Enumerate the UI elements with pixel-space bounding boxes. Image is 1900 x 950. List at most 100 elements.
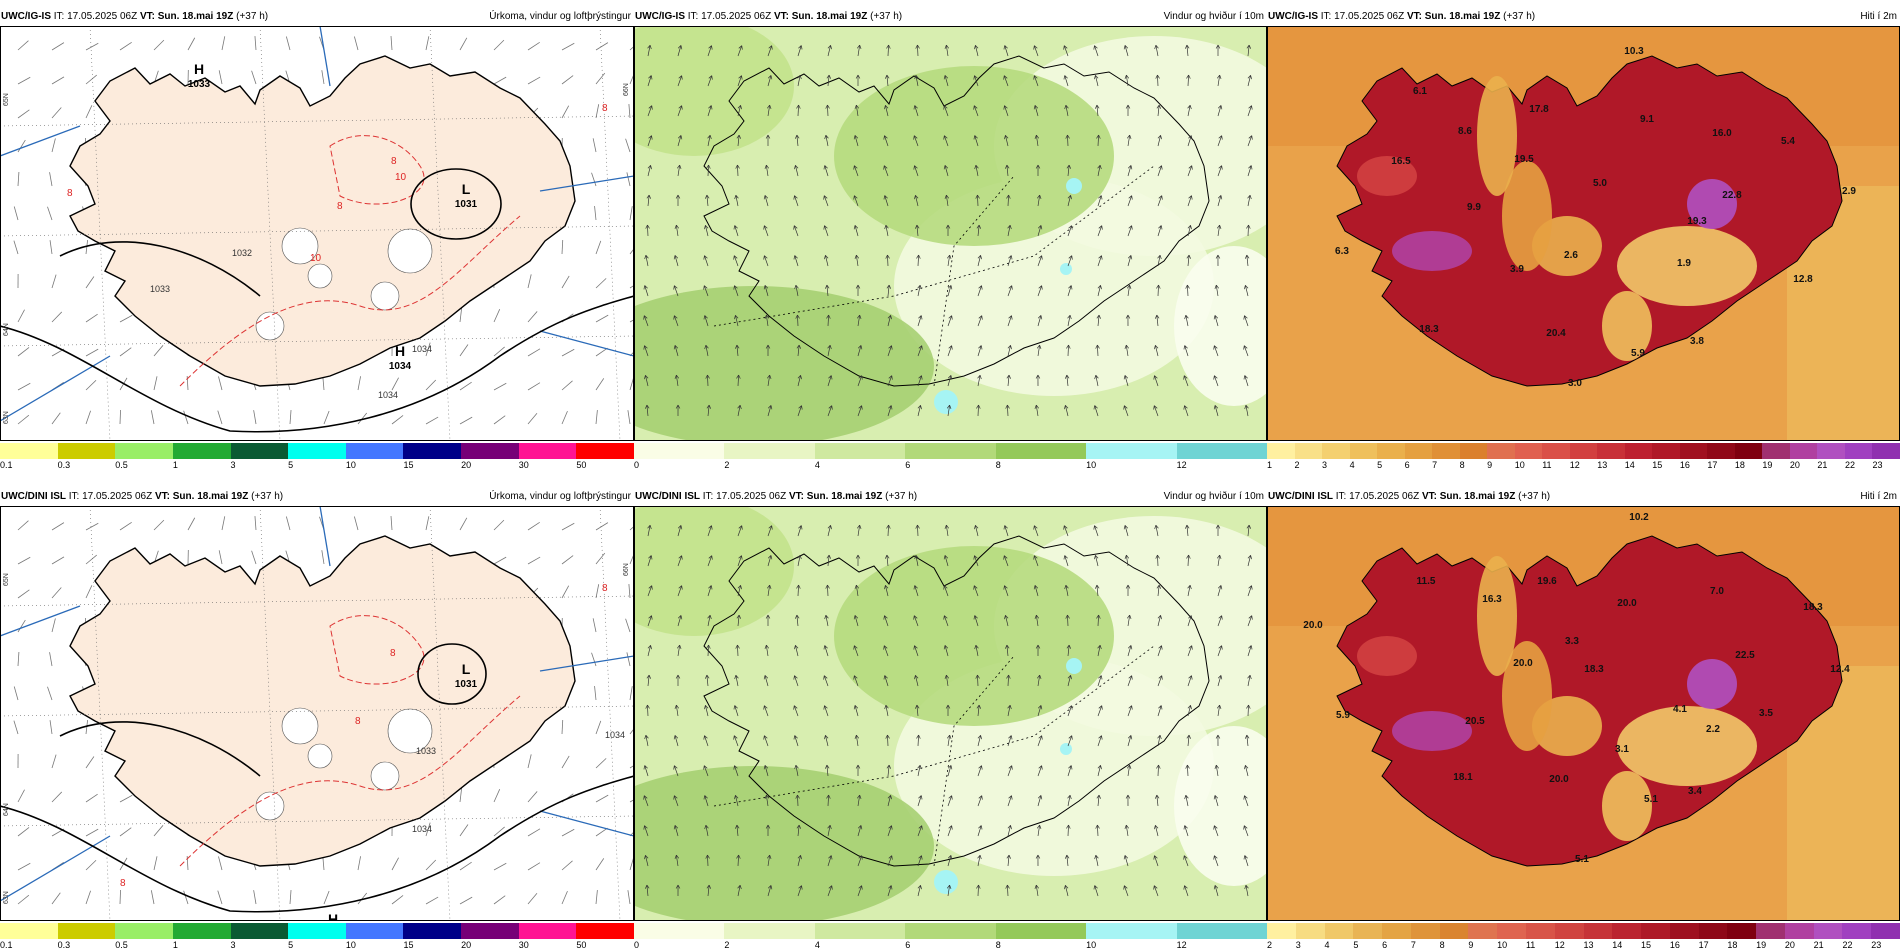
wind-arrow <box>707 885 710 897</box>
wind-arrow-head <box>741 525 743 530</box>
wind-arrow-head <box>1243 795 1245 800</box>
wind-arrow-head <box>1221 615 1223 620</box>
temperature-label: 10.3 <box>1624 46 1644 57</box>
wind-arrow <box>1184 345 1189 357</box>
wind-arrow <box>1217 675 1222 687</box>
wind-arrow <box>797 75 801 87</box>
wind-arrow-head <box>978 345 982 349</box>
wind-barb <box>153 39 165 51</box>
wind-arrow <box>794 195 799 207</box>
wind-arrow-head <box>795 134 798 139</box>
wind-arrow <box>1247 45 1250 57</box>
wind-arrow <box>1187 195 1192 207</box>
wind-arrow-head <box>1007 345 1011 349</box>
wind-arrow-head <box>1006 644 1010 649</box>
wind-arrow-head <box>1249 675 1252 680</box>
wind-barb <box>251 70 257 85</box>
wind-arrow <box>1187 585 1191 597</box>
wind-barb <box>527 556 541 565</box>
wind-barb <box>595 278 607 289</box>
wind-arrow-head <box>1186 734 1190 739</box>
wind-barb <box>322 376 325 391</box>
wind-arrow-head <box>765 614 769 619</box>
vt-value: Sun. 18.mai 19Z <box>157 11 234 22</box>
precip-contour-label: 8 <box>602 583 608 594</box>
vt-label: VT: <box>1421 491 1437 502</box>
wind-arrow <box>944 555 949 567</box>
wind-arrow-head <box>650 75 653 80</box>
wind-arrow <box>973 585 979 597</box>
wind-arrow <box>854 225 859 237</box>
wind-arrow <box>1097 795 1100 807</box>
wind-arrow <box>917 44 919 57</box>
wind-arrow-head <box>764 645 767 650</box>
pressure-center-type: H <box>194 61 204 77</box>
precip-contour <box>329 615 425 685</box>
wind-arrow-head <box>827 525 831 529</box>
wind-arrow-head <box>1161 675 1163 680</box>
colorbar-tick: 1 <box>172 460 178 470</box>
wind-arrow <box>763 735 769 747</box>
wind-arrow-head <box>978 224 982 229</box>
it-value: 17.05.2025 06Z <box>1349 491 1420 502</box>
wind-arrow-head <box>1008 194 1011 199</box>
wind-arrow-head <box>673 255 676 260</box>
it-value: 17.05.2025 06Z <box>716 491 787 502</box>
wind-arrow-head <box>1034 105 1039 109</box>
wind-speed-area <box>1174 246 1267 406</box>
wind-arrow-head <box>648 555 652 559</box>
wind-arrow-head <box>1006 674 1009 679</box>
temperature-label: 20.5 <box>1465 716 1485 727</box>
map-svg <box>634 26 1267 441</box>
wind-arrow-head <box>885 254 888 259</box>
wind-arrow <box>1157 675 1163 687</box>
colorbar-swatch <box>403 443 462 459</box>
wind-arrow-head <box>884 615 888 619</box>
wind-arrow-head <box>979 855 982 860</box>
wind-arrow-head <box>733 765 735 770</box>
temperature-label: 16.0 <box>1712 128 1732 139</box>
strong-wind-area <box>934 390 958 414</box>
wind-arrow-head <box>678 555 682 559</box>
wind-barb <box>629 728 634 735</box>
wind-arrow <box>1245 405 1249 417</box>
wind-arrow <box>886 555 889 567</box>
wind-arrow-head <box>1216 554 1220 559</box>
wind-arrow <box>1034 585 1039 597</box>
wind-arrow-head <box>883 195 886 200</box>
wind-arrow <box>1094 45 1099 57</box>
vt-label: VT: <box>773 11 789 22</box>
wind-arrow-head <box>1006 374 1010 379</box>
latitude-label: 63N <box>3 891 10 904</box>
wind-arrow-head <box>1009 705 1012 710</box>
map-area: 10.2 11.5 19.6 7.0 16.3 20.0 18.3 3.3 20.0 20.0 22… <box>1267 506 1900 921</box>
wind-arrow-head <box>1038 765 1042 769</box>
wind-arrow-head <box>946 674 950 679</box>
wind-arrow-head <box>948 795 952 799</box>
wind-arrow <box>1244 795 1249 807</box>
colorbar-tick: 12 <box>1176 460 1187 470</box>
wind-arrow <box>707 525 712 537</box>
wind-arrow-head <box>1154 405 1158 409</box>
wind-arrow-head <box>1123 405 1125 410</box>
wind-arrow-head <box>741 45 743 50</box>
wind-arrow-head <box>704 735 708 739</box>
wind-arrow-head <box>1128 225 1132 229</box>
wind-arrow-head <box>674 855 677 860</box>
wind-arrow-head <box>1124 375 1129 379</box>
wind-arrow-head <box>1216 764 1220 769</box>
wind-barb <box>119 314 133 323</box>
colorbar-tick: 10 <box>1086 940 1097 950</box>
colorbar-tick: 15 <box>1641 940 1652 950</box>
wind-arrow <box>887 855 893 867</box>
wind-arrow-head <box>1183 855 1185 860</box>
wind-arrow-head <box>916 734 919 739</box>
wind-arrow-head <box>918 375 922 379</box>
wind-arrow-head <box>1098 195 1102 199</box>
wind-barb <box>85 74 98 85</box>
wind-arrow <box>1157 735 1161 747</box>
wind-arrow-head <box>736 824 740 829</box>
wind-arrow-head <box>706 404 710 409</box>
wind-arrow-head <box>1156 314 1160 319</box>
wind-barb <box>119 41 132 51</box>
